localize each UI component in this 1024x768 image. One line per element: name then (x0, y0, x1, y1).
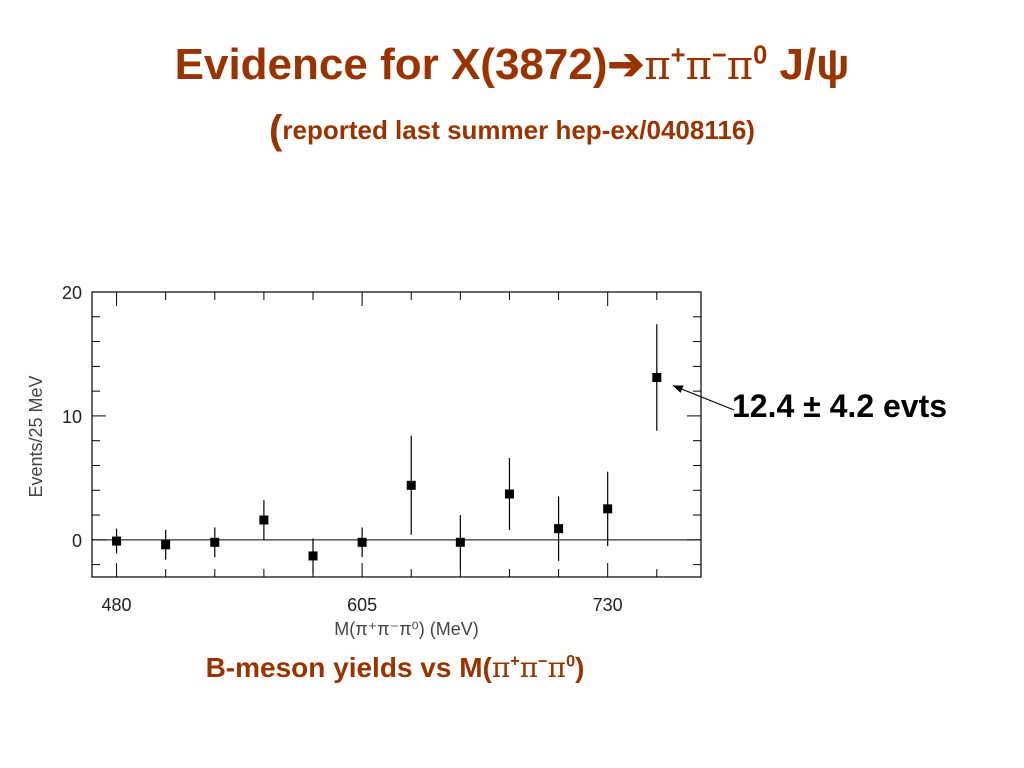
axis-ticks (92, 291, 701, 577)
data-point (652, 373, 662, 382)
caption-minus: − (538, 652, 548, 671)
x-tick-label: 605 (347, 595, 377, 615)
caption-plus: + (510, 652, 520, 671)
data-point (161, 540, 171, 550)
caption-zero: 0 (566, 652, 576, 671)
plot-frame (91, 291, 702, 578)
caption-close: ) (575, 652, 585, 683)
caption-prefix: B-meson yields vs M( (205, 652, 492, 683)
signal-annotation: 12.4 ± 4.2 evts (732, 388, 948, 424)
data-point (308, 551, 318, 561)
x-tick-label: 730 (593, 595, 623, 615)
tick-labels: 480 605 730 0 10 20 (62, 283, 623, 615)
data-point (554, 524, 564, 534)
data-point (210, 537, 220, 547)
title-minus: − (711, 41, 727, 70)
y-tick-label: 10 (62, 407, 82, 427)
caption-pi-1: π (491, 651, 511, 684)
data-point (112, 536, 122, 546)
subtitle-text: reported last summer hep-ex/0408116) (282, 115, 755, 145)
data-point (406, 480, 416, 490)
plot-border (91, 291, 702, 578)
title-main: Evidence for X(3872) (174, 40, 608, 89)
title-zero: 0 (753, 41, 768, 70)
data-point (259, 515, 269, 525)
y-tick-label: 20 (62, 283, 82, 303)
data-points (112, 324, 662, 574)
y-tick-label: 0 (72, 531, 82, 551)
title-pi-2: π (685, 43, 712, 89)
title-plus: + (670, 41, 686, 70)
slide-title: Evidence for X(3872)➔π+π−π0 J/ψ (0, 38, 1024, 93)
slide-subtitle: (reported last summer hep-ex/0408116) (0, 110, 1024, 150)
annotation-arrowhead (672, 385, 684, 393)
title-jpsi: J/ψ (767, 40, 850, 89)
annotation-arrow (672, 384, 735, 411)
data-point (504, 489, 514, 499)
caption-pi-3: π (547, 651, 567, 684)
title-pi-3: π (726, 43, 754, 89)
title-pi-1: π (644, 43, 671, 89)
y-axis-label: Events/25 MeV (26, 375, 46, 497)
chart-caption: B-meson yields vs M(π+π−π0) (0, 650, 790, 686)
data-point (455, 537, 465, 547)
x-axis-label: M(π⁺π⁻π⁰) (MeV) (334, 619, 478, 639)
caption-pi-2: π (519, 651, 539, 684)
subtitle-open-paren: ( (269, 108, 283, 152)
data-point (357, 537, 367, 547)
arrow-icon: ➔ (607, 40, 645, 89)
data-point (603, 504, 613, 514)
x-tick-label: 480 (102, 595, 132, 615)
